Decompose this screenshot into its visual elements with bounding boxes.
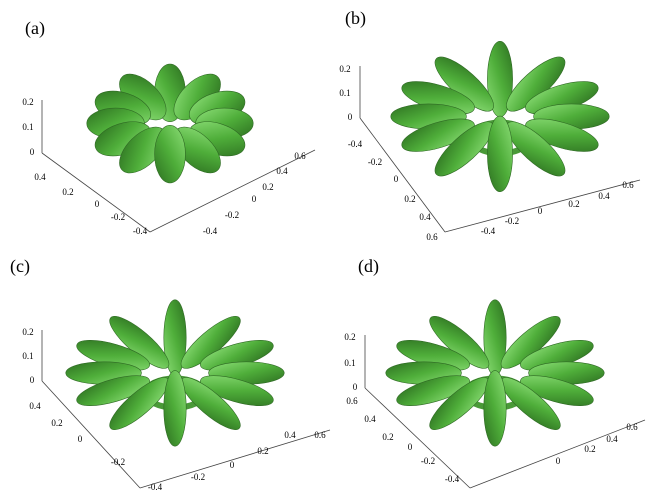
panel-label: (b) [345, 8, 366, 29]
x-tick-label: 0.6 [346, 396, 358, 406]
petal [484, 371, 506, 447]
x-tick-label: -0.4 [348, 139, 363, 149]
y-tick-label: 0 [538, 206, 543, 216]
x-tick-label: 0 [95, 199, 100, 209]
x-tick-label: 0 [408, 442, 413, 452]
x-tick-label: 0 [394, 174, 399, 184]
z-tick-label: 0.2 [22, 97, 33, 107]
x-tick-label: 0.4 [29, 401, 41, 411]
z-tick-label: 0 [353, 382, 358, 392]
y-tick-label: 0.4 [284, 430, 296, 440]
y-tick-label: -0.2 [225, 210, 239, 220]
panel-label: (c) [10, 256, 30, 277]
y-tick-label: -0.2 [191, 472, 205, 482]
z-tick-label: 0.2 [22, 327, 33, 337]
petal [164, 371, 186, 447]
figure: (a)0.20.100.40.20-0.2-0.4-0.4-0.200.20.4… [0, 0, 655, 492]
x-tick-label: 0.4 [34, 172, 46, 182]
y-tick-label: 0.4 [606, 434, 618, 444]
z-tick-label: 0.1 [22, 122, 33, 132]
x-tick-label: 0 [78, 434, 83, 444]
y-tick-label: 0 [230, 460, 235, 470]
x-tick-label: -0.4 [133, 226, 148, 236]
z-tick-label: 0 [30, 147, 35, 157]
x-tick-label: -0.2 [111, 212, 125, 222]
x-tick-label: 0.2 [62, 187, 73, 197]
y-tick-label: 0.6 [294, 151, 306, 161]
z-tick-label: 0 [348, 112, 353, 122]
y-tick-label: 0 [252, 194, 257, 204]
x-tick-label: 0.6 [426, 232, 438, 242]
x-tick-label: -0.4 [445, 474, 460, 484]
x-tick-label: 0.4 [364, 414, 376, 424]
y-tick-label: 0.6 [622, 180, 634, 190]
y-tick-label: 0.2 [568, 199, 579, 209]
y-tick-label: -0.2 [505, 216, 519, 226]
z-tick-label: 0.2 [339, 64, 350, 74]
panel-label: (a) [25, 18, 45, 39]
y-tick-label: 0.2 [584, 444, 595, 454]
y-tick-label: -0.4 [203, 226, 218, 236]
y-tick-label: -0.4 [148, 482, 163, 492]
x-tick-label: -0.2 [421, 456, 435, 466]
y-tick-label: 0.2 [257, 446, 268, 456]
axis-line [445, 180, 640, 232]
y-tick-label: 0.6 [626, 422, 638, 432]
y-tick-label: 0.4 [276, 166, 288, 176]
z-tick-label: 0 [30, 375, 35, 385]
petal [487, 116, 512, 192]
y-tick-label: 0.2 [262, 182, 273, 192]
z-tick-label: 0.1 [344, 358, 355, 368]
y-tick-label: 0.6 [314, 430, 326, 440]
x-tick-label: 0.4 [419, 212, 431, 222]
x-tick-label: 0.2 [404, 194, 415, 204]
x-tick-label: -0.2 [368, 157, 382, 167]
x-tick-label: 0.2 [51, 418, 62, 428]
y-tick-label: -0.4 [481, 226, 496, 236]
x-tick-label: -0.2 [111, 457, 125, 467]
z-tick-label: 0.1 [339, 88, 350, 98]
panel-label: (d) [358, 256, 379, 277]
x-tick-label: 0.2 [382, 432, 393, 442]
y-tick-label: 0 [556, 456, 561, 466]
petal [155, 125, 186, 183]
z-tick-label: 0.2 [344, 332, 355, 342]
y-tick-label: 0.4 [598, 191, 610, 201]
z-tick-label: 0.1 [22, 351, 33, 361]
